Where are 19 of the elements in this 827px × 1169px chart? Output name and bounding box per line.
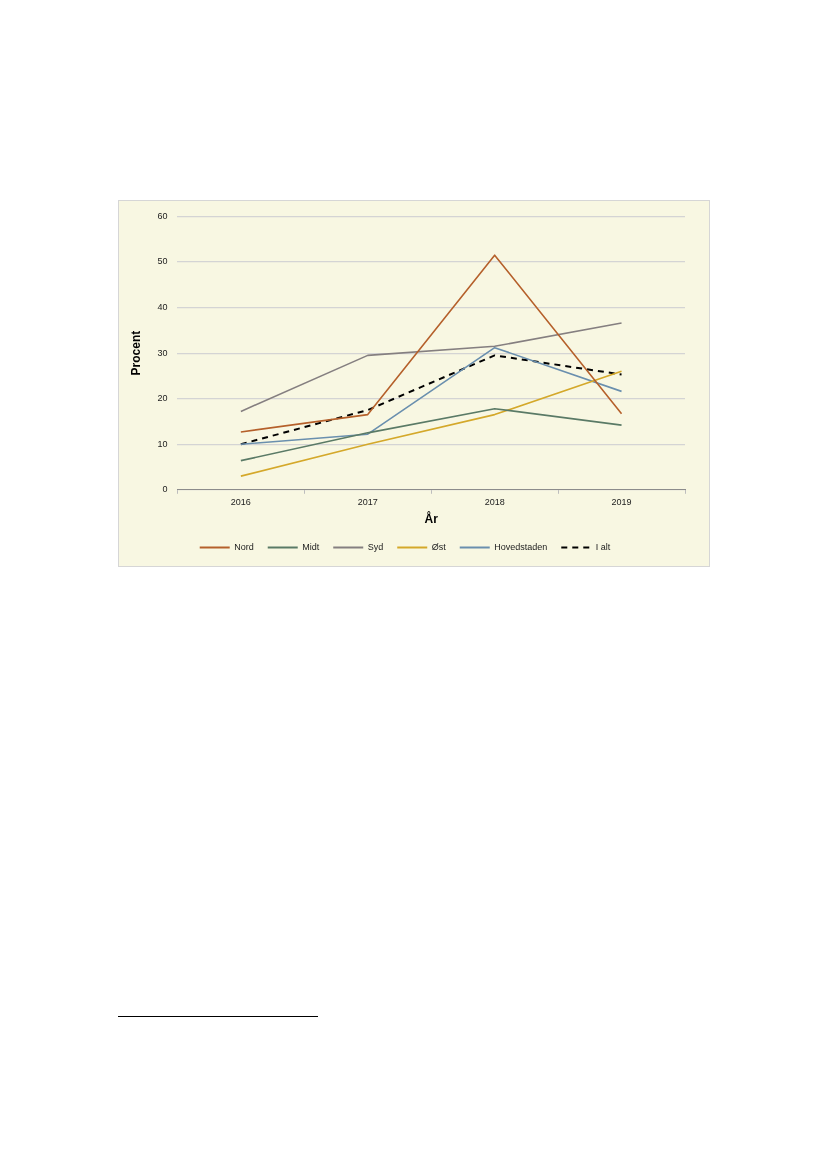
x-tick-label: 2019 (611, 496, 632, 507)
x-axis-title: År (424, 511, 439, 527)
x-tick-label: 2017 (357, 496, 378, 507)
y-tick-label: 40 (157, 302, 168, 313)
y-axis-title: Procent (128, 330, 143, 376)
legend-label: Nord (234, 541, 254, 552)
y-tick-label: 30 (157, 347, 168, 358)
y-tick-label: 10 (157, 438, 168, 449)
y-tick-label: 50 (157, 256, 168, 267)
legend-label: Syd (367, 541, 384, 552)
x-tick-label: 2016 (230, 496, 251, 507)
y-tick-label: 0 (162, 484, 168, 495)
y-tick-label: 60 (157, 210, 168, 221)
legend-label: I alt (595, 541, 611, 552)
legend-label: Hovedstaden (494, 541, 548, 552)
y-tick-label: 20 (157, 393, 168, 404)
legend-label: Midt (302, 541, 320, 552)
x-tick-label: 2018 (484, 496, 505, 507)
legend-label: Øst (431, 541, 447, 552)
